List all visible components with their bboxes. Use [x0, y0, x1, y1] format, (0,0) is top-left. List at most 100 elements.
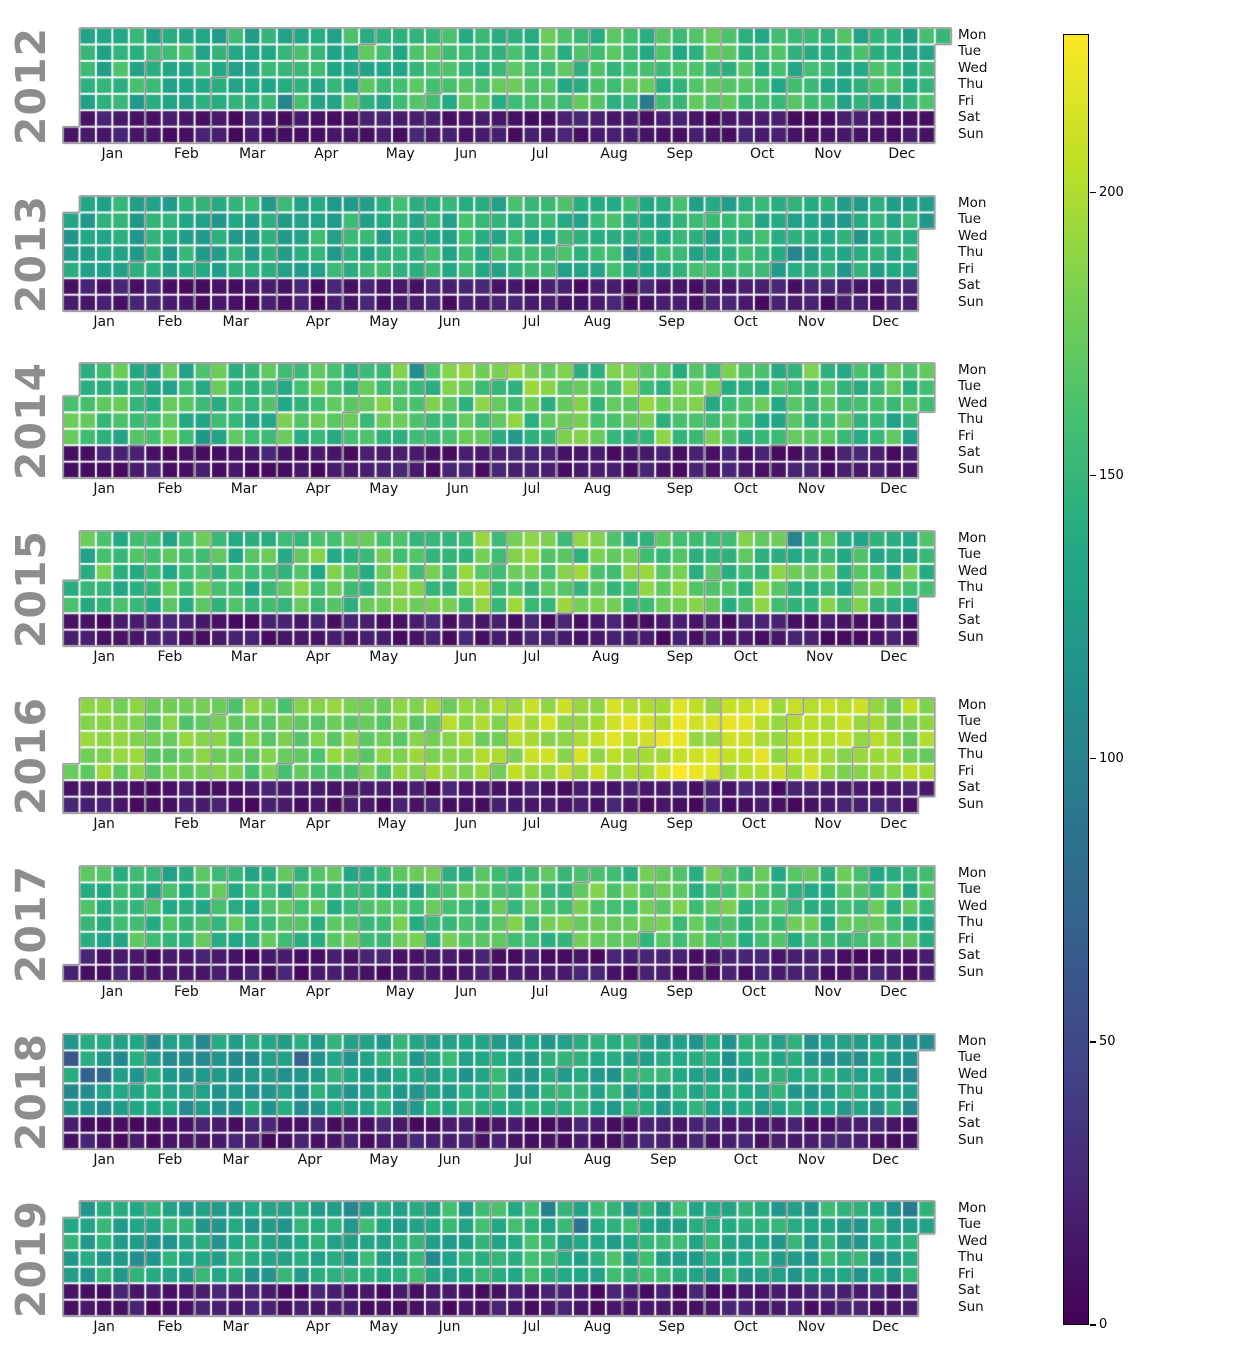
day-label-tue: Tue	[958, 43, 982, 60]
day-label-mon: Mon	[958, 697, 987, 713]
day-label-thu: Thu	[958, 579, 984, 596]
month-label-oct: Oct	[733, 649, 758, 665]
month-label-sep: Sep	[658, 1319, 685, 1335]
month-label-feb: Feb	[173, 816, 199, 832]
day-label-wed: Wed	[958, 394, 988, 411]
colorbar-ticklabel-150: 150	[1099, 467, 1124, 483]
day-label-sat: Sat	[958, 612, 981, 629]
day-label-thu: Thu	[958, 76, 984, 93]
colorbar-ticklabel-100: 100	[1099, 750, 1124, 766]
day-label-wed: Wed	[958, 562, 988, 579]
month-label-may: May	[385, 146, 415, 162]
day-label-tue: Tue	[958, 881, 982, 898]
month-label-feb: Feb	[157, 1152, 183, 1168]
month-label-dec: Dec	[888, 146, 916, 162]
day-label-wed: Wed	[958, 1065, 988, 1082]
day-label-mon: Mon	[958, 27, 987, 43]
day-label-sun: Sun	[958, 293, 984, 310]
month-label-jun: Jun	[455, 146, 477, 162]
month-label-jan: Jan	[93, 649, 115, 665]
month-label-jul: Jul	[523, 1319, 541, 1335]
day-label-sat: Sat	[958, 779, 981, 796]
colorbar-ticklabel-0: 0	[1099, 1317, 1108, 1332]
year-panel-2016: 2016 Jan Feb Mar Apr May Jun Jul Aug Sep Oct Nov Dec…	[0, 696, 1010, 847]
heatmap-grid-2017	[62, 865, 962, 984]
day-label-fri: Fri	[958, 260, 975, 277]
month-label-dec: Dec	[871, 1152, 900, 1168]
month-label-jan: Jan	[93, 314, 115, 330]
colorbar-ticklabel-200: 200	[1099, 184, 1124, 200]
month-label-sep: Sep	[666, 481, 694, 497]
day-label-sun: Sun	[958, 1131, 984, 1148]
month-label-mar: Mar	[222, 314, 249, 330]
month-label-sep: Sep	[666, 984, 694, 1000]
month-label-oct: Oct	[733, 314, 758, 330]
month-label-nov: Nov	[806, 649, 834, 665]
day-label-thu: Thu	[958, 244, 984, 261]
day-label-mon: Mon	[958, 1033, 987, 1049]
month-label-nov: Nov	[797, 314, 826, 330]
month-label-aug: Aug	[583, 481, 612, 497]
month-label-aug: Aug	[592, 649, 620, 665]
month-label-jun: Jun	[455, 816, 477, 832]
day-label-thu: Thu	[958, 746, 984, 763]
month-label-nov: Nov	[797, 1319, 826, 1335]
year-label-box: 2014	[0, 361, 62, 479]
month-label-mar: Mar	[238, 146, 266, 162]
day-label-sat: Sat	[958, 947, 981, 964]
month-label-sep: Sep	[666, 816, 694, 832]
month-label-jan: Jan	[101, 146, 124, 162]
day-label-fri: Fri	[958, 762, 975, 779]
month-label-jul: Jul	[531, 146, 549, 162]
month-label-mar: Mar	[222, 1319, 249, 1335]
day-label-wed: Wed	[958, 897, 988, 914]
day-label-fri: Fri	[958, 1265, 975, 1282]
day-label-fri: Fri	[958, 595, 975, 612]
month-label-apr: Apr	[305, 984, 331, 1000]
month-label-feb: Feb	[173, 146, 199, 162]
month-label-may: May	[369, 649, 399, 665]
colorbar-tickmark-100	[1090, 758, 1096, 760]
month-label-aug: Aug	[600, 816, 628, 832]
day-label-tue: Tue	[958, 546, 982, 563]
day-label-thu: Thu	[958, 914, 984, 931]
day-label-sun: Sun	[958, 125, 984, 142]
month-label-feb: Feb	[157, 314, 183, 330]
heatmap-grid-2016	[62, 697, 962, 816]
day-label-mon: Mon	[958, 865, 987, 881]
day-label-sun: Sun	[958, 460, 984, 477]
month-label-jan: Jan	[93, 1319, 115, 1335]
colorbar-tickmark-50	[1090, 1041, 1096, 1043]
year-label-box: 2015	[0, 529, 62, 647]
month-label-nov: Nov	[797, 481, 826, 497]
heatmap-grid-2013	[62, 195, 962, 314]
heatmap-grid-2015	[62, 530, 962, 649]
year-label-box: 2017	[0, 864, 62, 982]
month-label-dec: Dec	[880, 984, 908, 1000]
month-label-feb: Feb	[157, 481, 183, 497]
month-label-apr: Apr	[305, 481, 331, 497]
month-label-nov: Nov	[814, 984, 842, 1000]
day-label-thu: Thu	[958, 1082, 984, 1099]
month-label-oct: Oct	[750, 146, 775, 162]
month-label-dec: Dec	[871, 314, 900, 330]
month-label-apr: Apr	[305, 1319, 331, 1335]
day-label-sun: Sun	[958, 963, 984, 980]
day-label-sat: Sat	[958, 277, 981, 294]
month-label-may: May	[369, 1319, 399, 1335]
month-label-nov: Nov	[814, 816, 842, 832]
heatmap-grid-2019	[62, 1200, 962, 1319]
day-label-fri: Fri	[958, 1098, 975, 1115]
month-label-mar: Mar	[238, 984, 266, 1000]
month-label-dec: Dec	[880, 816, 908, 832]
month-label-oct: Oct	[741, 984, 766, 1000]
colorbar-tickmark-150	[1090, 474, 1096, 477]
day-label-wed: Wed	[958, 59, 988, 76]
year-panel-2019: 2019 Jan Feb Mar Apr May Jun Jul Aug Sep Oct Nov Dec…	[0, 1199, 1010, 1350]
month-label-nov: Nov	[814, 146, 842, 162]
day-label-wed: Wed	[958, 1232, 988, 1249]
day-label-tue: Tue	[958, 378, 982, 395]
month-label-jan: Jan	[93, 481, 115, 497]
month-label-feb: Feb	[173, 984, 199, 1000]
year-label-box: 2012	[0, 26, 62, 144]
